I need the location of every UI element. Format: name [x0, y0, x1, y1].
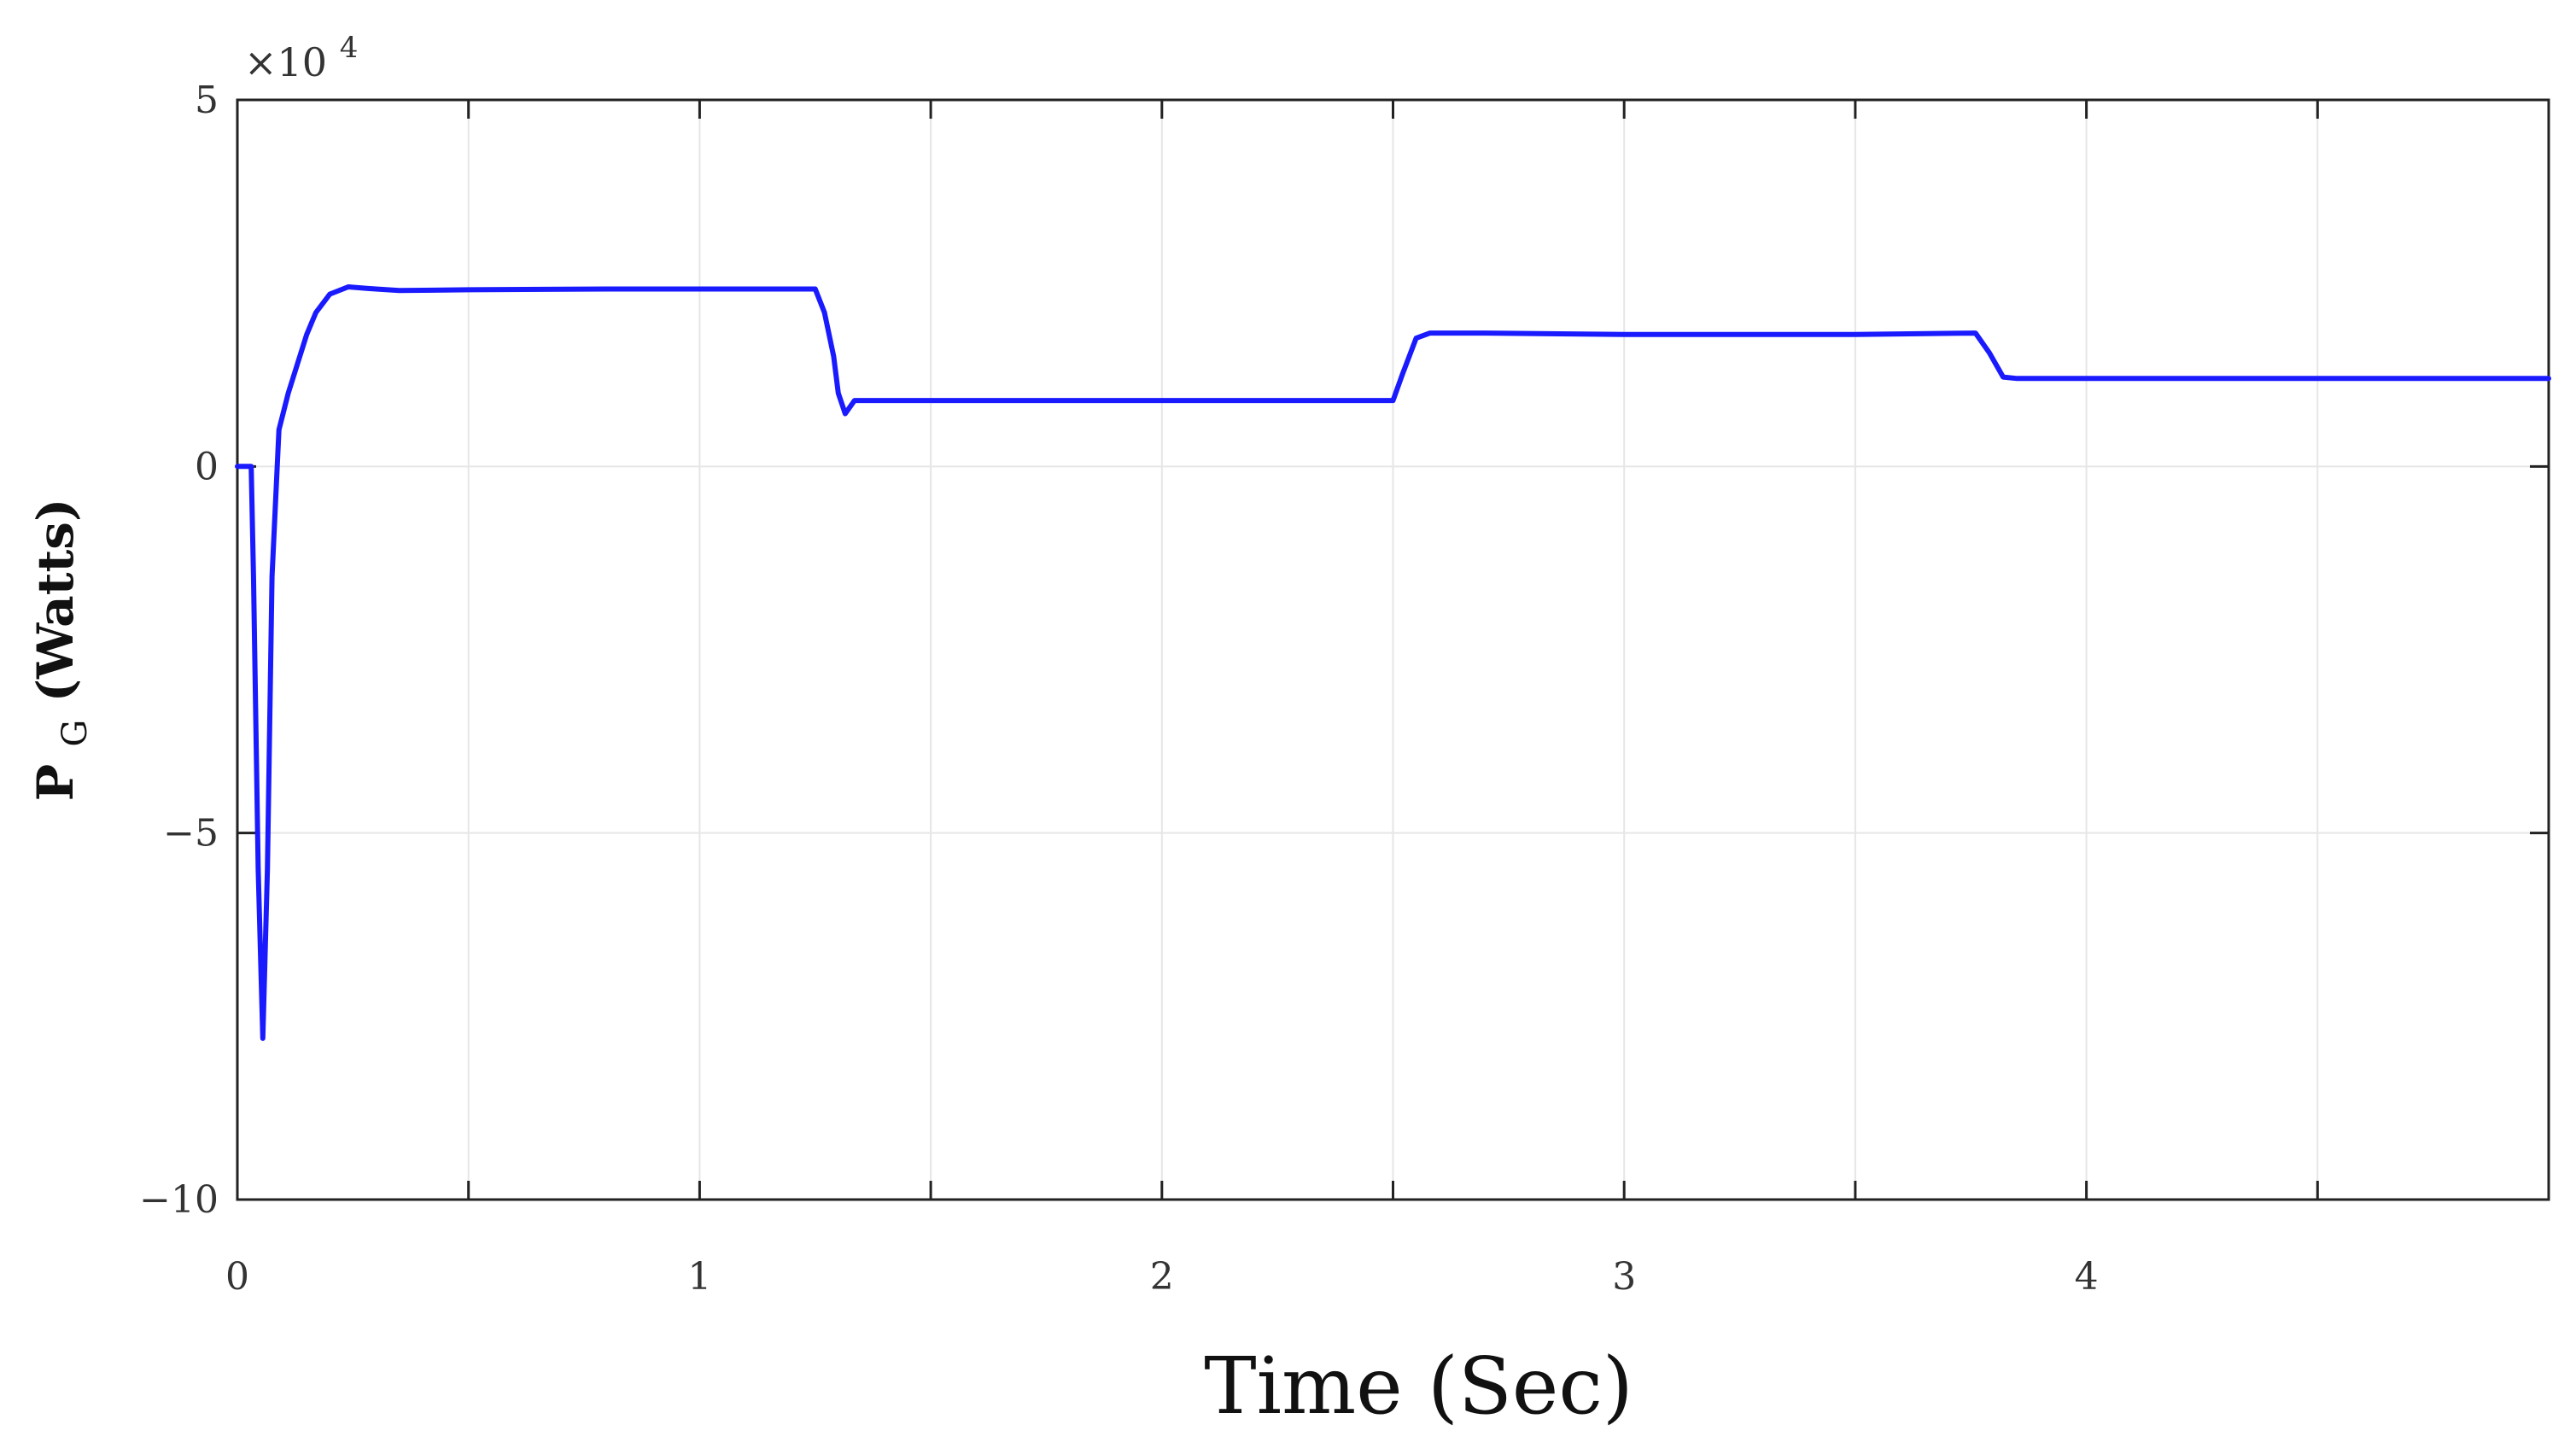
- x-axis-label: Time (Sec): [1204, 1340, 1633, 1432]
- y-multiplier: ×10 4: [244, 31, 358, 85]
- y-tick-label: −5: [163, 812, 219, 855]
- y-tick-label: 0: [195, 445, 219, 488]
- x-tick-label: 1: [687, 1255, 711, 1299]
- x-tick-label: 4: [2075, 1255, 2099, 1299]
- y-axis-label: P G (Watts): [26, 499, 98, 802]
- y-tick-label: 5: [195, 79, 219, 122]
- x-tick-label: 0: [225, 1255, 249, 1299]
- series-line: [235, 284, 2551, 1042]
- series-layer: [235, 284, 2551, 1042]
- label-layer: ×10 4 Time (Sec) P G (Watts): [26, 31, 1633, 1432]
- x-tick-label: 3: [1612, 1255, 1636, 1299]
- grid-layer: [237, 100, 2549, 1200]
- x-tick-label: 2: [1150, 1255, 1174, 1299]
- tick-layer: 0 1 2 3 4 −10 −5 0 5: [139, 79, 2549, 1299]
- y-tick-label: −10: [139, 1178, 219, 1222]
